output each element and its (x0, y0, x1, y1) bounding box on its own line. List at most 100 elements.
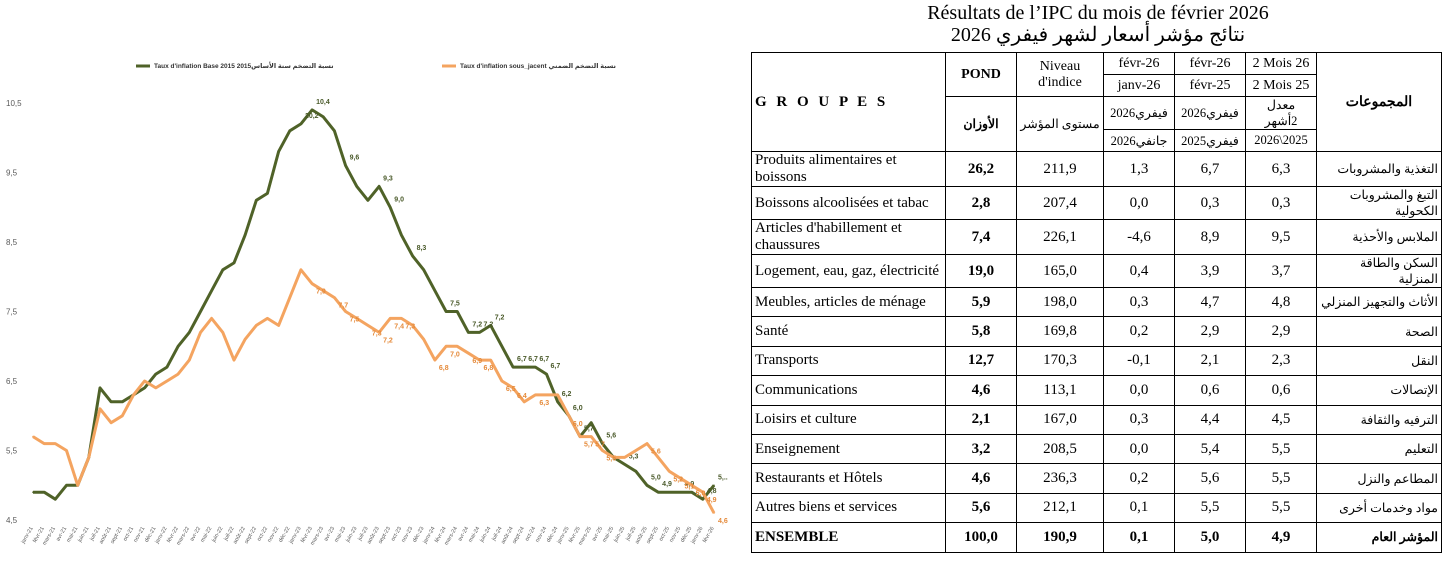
point-core (523, 401, 526, 403)
row-yearly: 6,7 (1174, 151, 1246, 187)
row-average: 5,5 (1245, 433, 1317, 465)
row-niveau: 169,8 (1016, 316, 1104, 347)
point-core (389, 317, 392, 320)
x-tick-label: févr-26 (702, 526, 716, 544)
data-label: 10,4 (316, 99, 330, 106)
row-group-ar: الإتصالات (1316, 375, 1442, 406)
header-c3-d: 2025\2026 (1245, 129, 1317, 152)
row-pond: 26,2 (945, 151, 1017, 187)
y-tick-label: 4,5 (6, 516, 18, 525)
title-block: Résultats de l’IPC du mois de février 20… (748, 2, 1448, 46)
x-axis: janv-21févr-21mars-21avr-21mai-21juin-21… (20, 526, 716, 546)
point-core (568, 414, 570, 417)
point-core (612, 456, 615, 459)
point-core (501, 380, 503, 382)
point-base (277, 150, 280, 153)
data-label: 7,5 (350, 317, 360, 324)
point-core (579, 435, 581, 438)
point-core (288, 296, 291, 299)
data-label: 8,3 (417, 245, 427, 252)
header-groupes: G R O U P E S (751, 52, 946, 152)
header-c1-d: جانفي2026 (1103, 129, 1175, 152)
point-core (623, 456, 626, 459)
point-base (534, 366, 537, 368)
point-core (512, 387, 514, 389)
cpi-table: G R O U P E S POND Niveau d'indice févr-… (751, 52, 1442, 553)
point-base (110, 401, 112, 403)
y-tick-label: 5,5 (6, 447, 18, 456)
header-ar: المجموعات (1316, 52, 1442, 152)
y-tick-label: 10,5 (6, 99, 22, 108)
header-c3-b: 2 Mois 25 (1245, 74, 1317, 97)
header-niveau-ar: مستوى المؤشر (1016, 96, 1104, 152)
y-tick-label: 6,5 (6, 377, 18, 386)
point-core (143, 380, 146, 382)
point-base (199, 310, 202, 313)
row-group-fr: ENSEMBLE (751, 522, 946, 553)
table-header: G R O U P E S POND Niveau d'indice févr-… (751, 52, 1442, 152)
row-pond: 5,8 (945, 316, 1017, 347)
point-core (43, 442, 45, 445)
data-label: 5,6 (651, 449, 661, 456)
data-label: 6,7 (551, 363, 561, 370)
row-group-ar: الملابس والأحذية (1316, 219, 1442, 255)
row-pond: 19,0 (945, 254, 1017, 288)
row-group-ar: النقل (1316, 345, 1442, 377)
header-pond-ar: الأوزان (945, 96, 1017, 152)
data-label: 7,2 (383, 337, 393, 344)
row-group-fr: Articles d'habillement et chaussures (751, 219, 946, 255)
data-label: 6,0 (573, 405, 583, 412)
point-core (478, 359, 481, 361)
row-average: 3,7 (1245, 254, 1317, 288)
header-c2-a: févr-26 (1174, 52, 1246, 75)
point-base (255, 199, 258, 202)
row-monthly: 0,0 (1103, 186, 1175, 220)
point-base (121, 401, 124, 403)
row-pond: 5,6 (945, 492, 1017, 524)
point-base (679, 491, 682, 494)
row-monthly: 0,1 (1103, 492, 1175, 524)
row-pond: 4,6 (945, 375, 1017, 406)
point-base (523, 366, 526, 368)
point-base (422, 269, 425, 271)
point-base (221, 269, 224, 271)
point-base (311, 109, 313, 111)
point-core (233, 359, 235, 361)
data-label: 7,5 (450, 301, 460, 308)
row-average: 6,3 (1245, 151, 1317, 187)
data-label: 5,7 (584, 442, 594, 449)
table-row: Transports 12,7 170,3 -0,1 2,1 2,3 النقل (751, 345, 1442, 377)
point-core (635, 449, 637, 452)
point-core (333, 296, 336, 299)
data-label: 4,6 (718, 518, 728, 525)
row-monthly: -0,1 (1103, 345, 1175, 377)
data-label: 4,9 (707, 497, 717, 504)
point-base (166, 366, 168, 368)
point-base (155, 373, 157, 375)
point-base (400, 234, 403, 236)
table-row: Boissons alcoolisées et tabac 2,8 207,4 0,0… (751, 186, 1442, 220)
table-row: Santé 5,8 169,8 0,2 2,9 2,9 الصحة (751, 316, 1442, 347)
row-average: 5,5 (1245, 492, 1317, 524)
point-core (601, 449, 604, 452)
table-body: Produits alimentaires et boissons 26,2 211… (751, 151, 1442, 553)
point-core (65, 449, 68, 452)
header-c2-d: فيفري2025 (1174, 129, 1246, 152)
row-group-ar: التعليم (1316, 433, 1442, 465)
y-tick-label: 9,5 (6, 169, 18, 178)
x-tick-label: janv-21 (20, 526, 35, 545)
row-average: 5,5 (1245, 463, 1317, 494)
row-niveau: 113,1 (1016, 375, 1104, 406)
point-core (210, 317, 213, 320)
row-average: 2,3 (1245, 345, 1317, 377)
table-row: Autres biens et services 5,6 212,1 0,1 5,5 5,… (751, 492, 1442, 524)
data-label: 10,2 (305, 113, 319, 120)
row-group-fr: Loisirs et culture (751, 404, 946, 435)
row-average: 4,8 (1245, 286, 1317, 318)
point-core (199, 331, 202, 334)
point-core (155, 387, 157, 389)
row-yearly: 4,4 (1174, 404, 1246, 435)
point-base (322, 116, 325, 118)
row-yearly: 5,6 (1174, 463, 1246, 494)
point-base (668, 491, 671, 494)
